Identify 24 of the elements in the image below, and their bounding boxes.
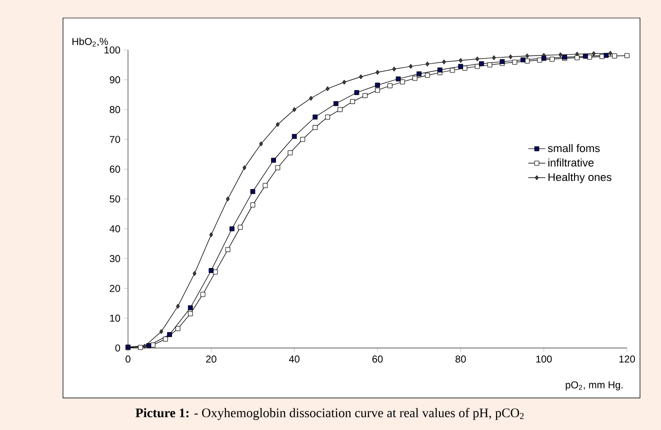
y-tick-label: 80 — [110, 106, 120, 114]
x-axis-title: pO$_{2}$, mm Hg. — [566, 381, 623, 390]
y-tick-label: 30 — [110, 255, 120, 262]
x-tick-label: 0 — [126, 356, 130, 363]
y-tick-label: 60 — [110, 166, 120, 173]
y-tick-label: 70 — [110, 136, 120, 143]
legend-label: Healthy ones — [548, 172, 612, 184]
y-tick-label: 50 — [110, 195, 120, 203]
y-tick-label: 10 — [110, 314, 120, 322]
y-tick-label: 90 — [110, 76, 120, 84]
text: Picture 1: - Oxyhemoglobin dissociation curve at real values of pH, pCO$_{2}$ — [136, 408, 524, 420]
y-tick-label: 100 — [104, 46, 120, 54]
y-tick-label: 40 — [110, 225, 120, 232]
x-tick-label: 40 — [289, 356, 300, 363]
x-tick-label: 100 — [536, 356, 552, 363]
x-tick-label: 120 — [619, 356, 635, 363]
x-tick-label: 80 — [456, 356, 466, 363]
y-tick-label: 20 — [110, 284, 120, 292]
y-tick-label: 0 — [115, 344, 120, 352]
x-tick-label: 20 — [206, 356, 216, 363]
legend-label: small foms — [548, 144, 600, 152]
x-tick-label: 60 — [372, 356, 383, 363]
y-axis-title: HbO$_{2}$,% — [72, 38, 108, 46]
legend-label: infiltrative — [548, 158, 594, 167]
